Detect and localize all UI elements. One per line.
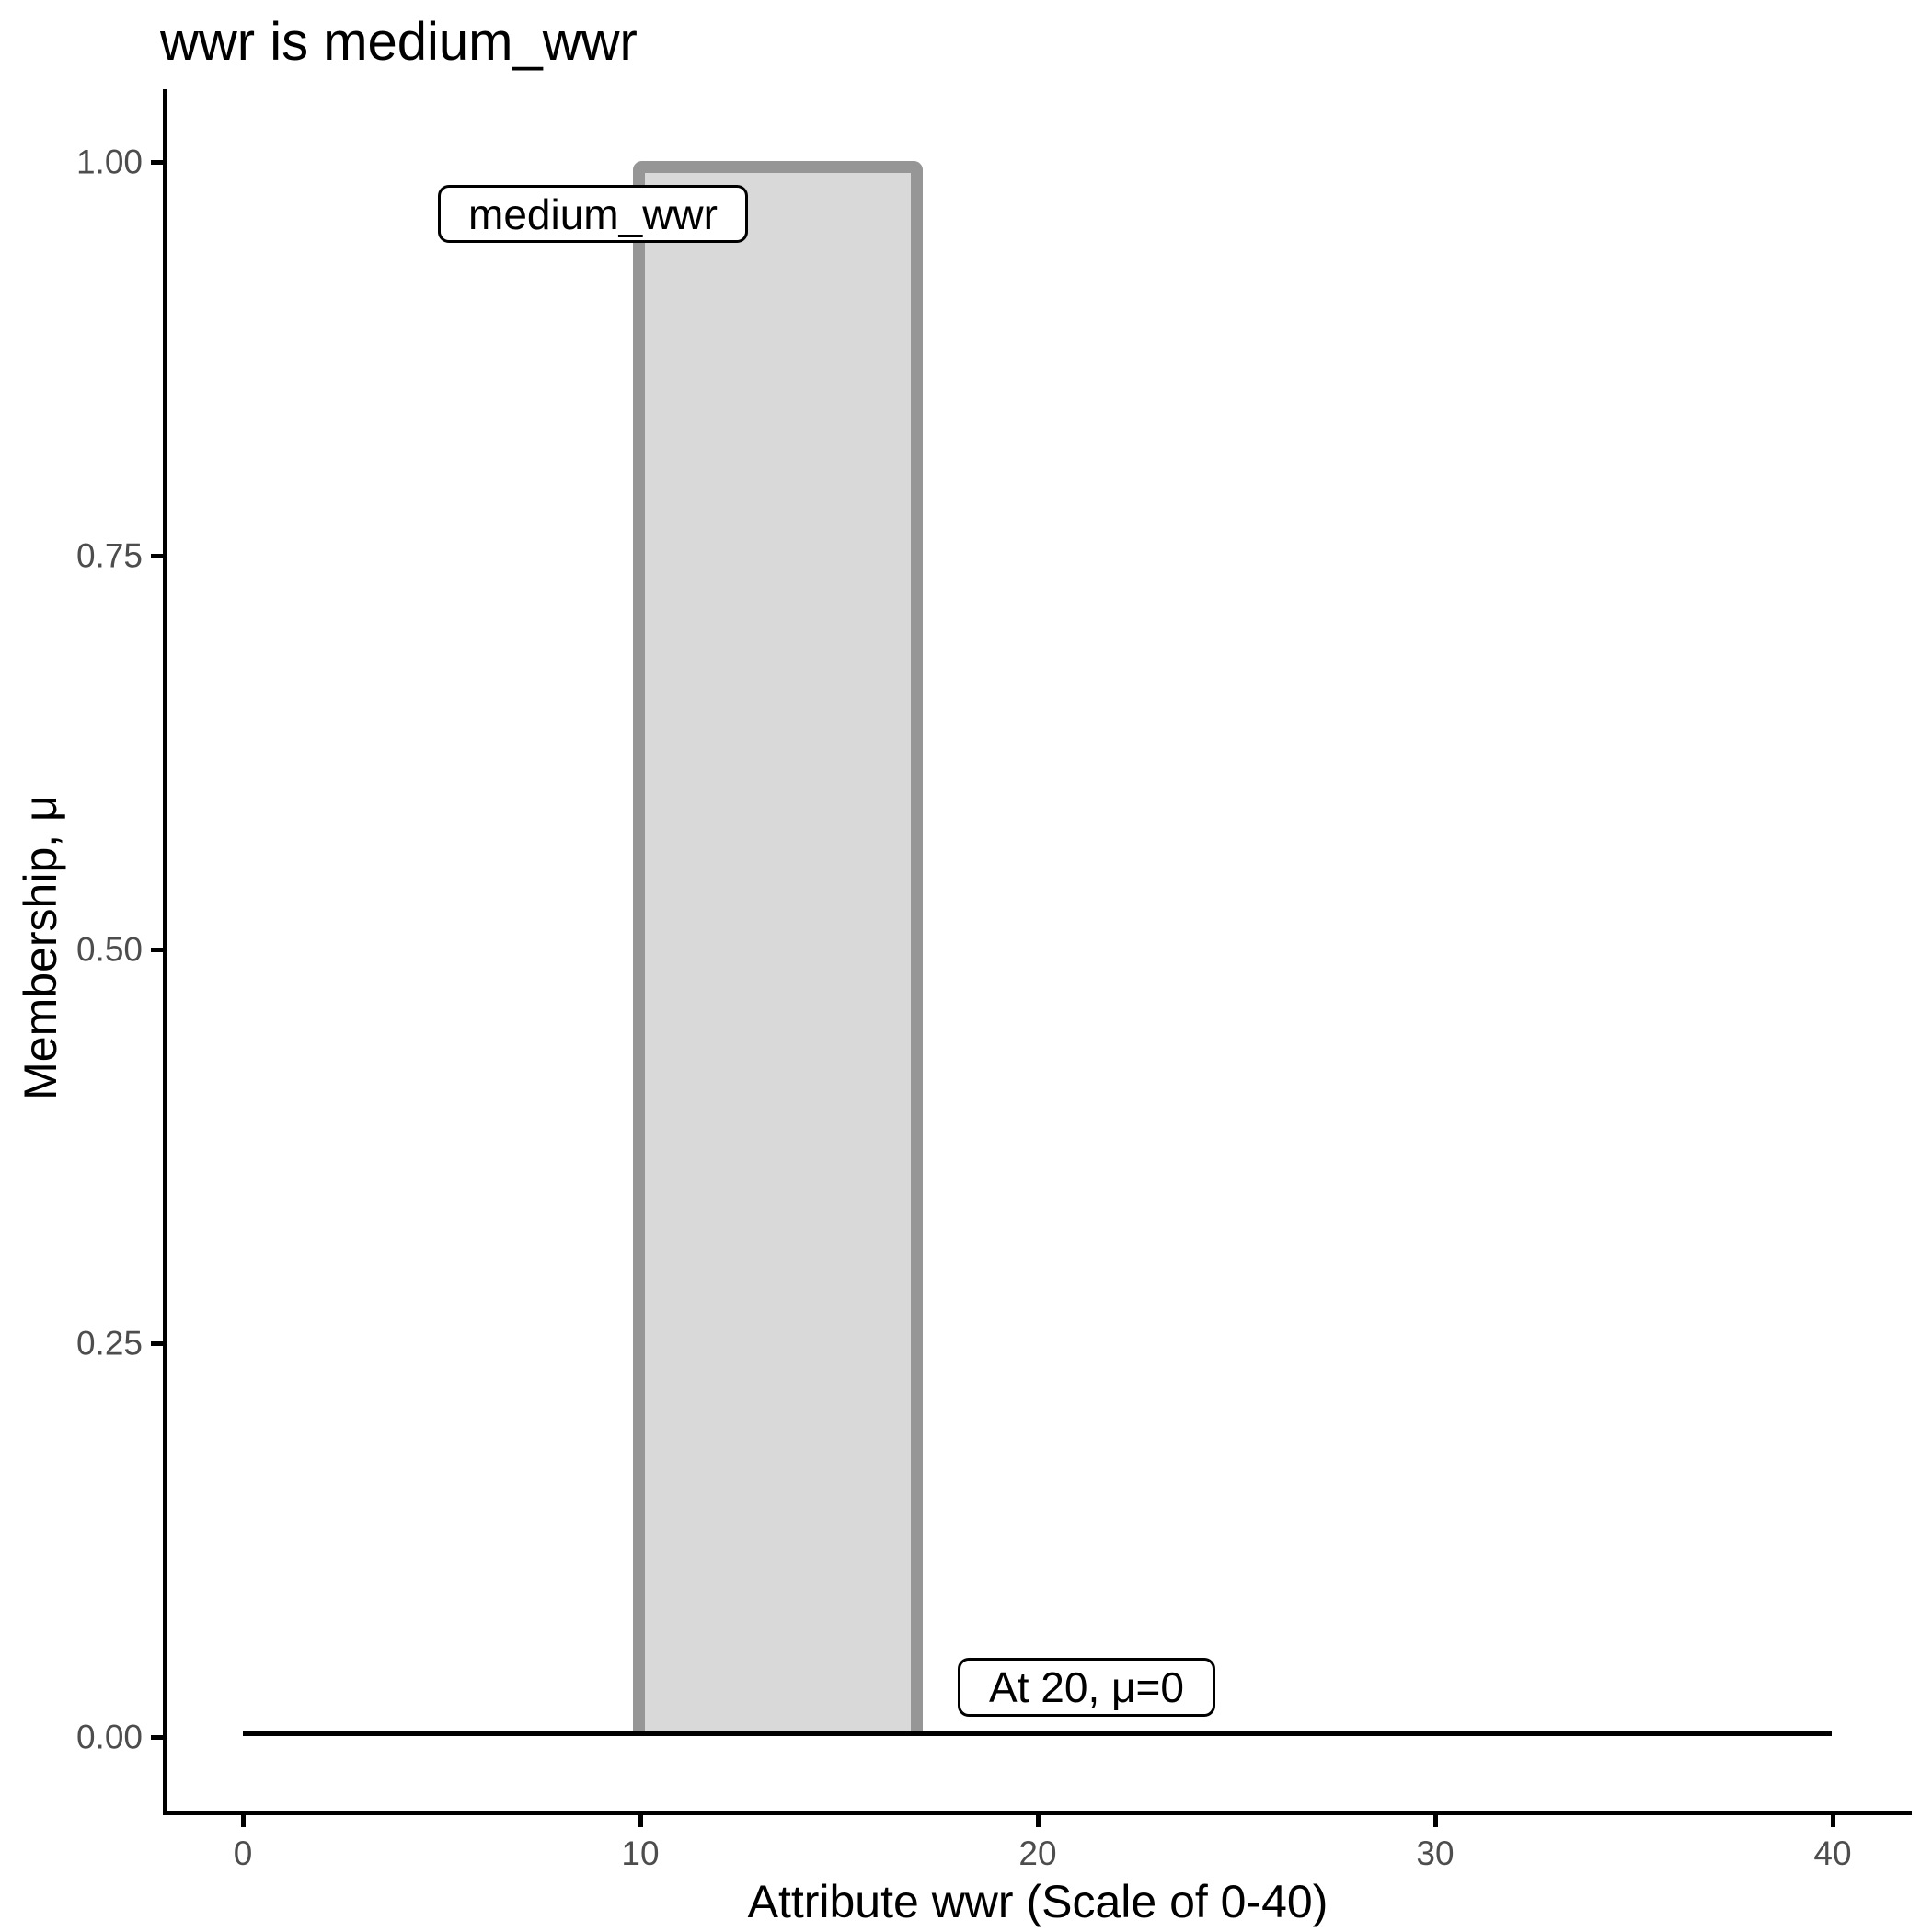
y-tick-0.75 [151,554,163,558]
x-tick-0 [241,1815,246,1827]
x-axis-line [163,1811,1912,1815]
y-tick-0.00 [151,1735,163,1740]
x-tick-label: 0 [233,1834,253,1872]
y-axis-title: Membership, μ [15,795,66,1100]
y-tick-label: 0.00 [75,1718,143,1756]
x-tick-label: 20 [1018,1834,1057,1872]
plot-title: wwr is medium_wwr [160,12,638,72]
annotation-medium-wwr: medium_wwr [438,185,748,243]
annotation-at-20-text: At 20, μ=0 [989,1663,1184,1711]
y-tick-label: 1.00 [75,143,143,181]
annotation-medium-wwr-text: medium_wwr [468,190,718,238]
x-tick-10 [638,1815,643,1827]
x-tick-label: 40 [1813,1834,1852,1872]
annotation-at-20: At 20, μ=0 [958,1658,1215,1717]
x-tick-label: 10 [621,1834,660,1872]
x-tick-30 [1433,1815,1438,1827]
y-tick-0.25 [151,1341,163,1346]
membership-region-medium-wwr [633,161,923,1736]
y-tick-0.50 [151,948,163,952]
x-tick-label: 30 [1416,1834,1455,1872]
y-tick-1.00 [151,160,163,165]
y-tick-label: 0.50 [75,930,143,969]
y-tick-label: 0.75 [75,536,143,575]
x-tick-20 [1036,1815,1041,1827]
x-axis-title: Attribute wwr (Scale of 0-40) [747,1876,1328,1927]
membership-baseline [243,1731,1832,1736]
y-axis-line [163,89,167,1815]
x-tick-40 [1831,1815,1835,1827]
y-tick-label: 0.25 [75,1324,143,1363]
